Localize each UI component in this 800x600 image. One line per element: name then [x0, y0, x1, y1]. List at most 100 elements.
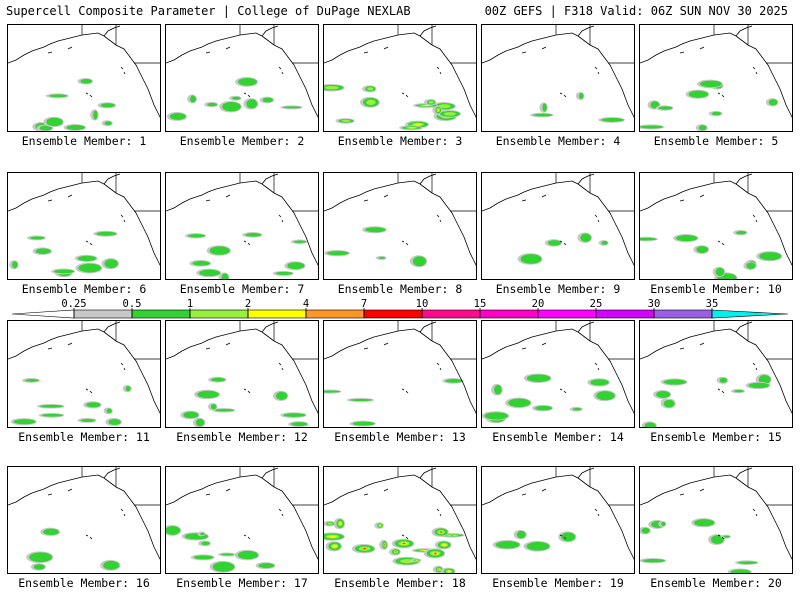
ensemble-member-label: Ensemble Member: 7 [179, 282, 305, 296]
scp-contour-7 [363, 548, 366, 550]
scp-contour-0.5 [733, 389, 744, 393]
scp-contour-0.5 [516, 530, 526, 539]
scp-contour-0.5 [349, 398, 373, 402]
ensemble-member-label: Ensemble Member: 5 [653, 134, 779, 148]
colorbar-segment [73, 309, 133, 319]
coastline [482, 173, 634, 266]
scp-contour-0.5 [711, 535, 724, 544]
coastline [8, 25, 160, 118]
ensemble-member-label: Ensemble Member: 8 [337, 282, 463, 296]
ensemble-member-map [481, 24, 635, 132]
scp-contour-1 [428, 100, 434, 104]
islands [205, 194, 284, 246]
colorbar-segment [653, 309, 713, 319]
coastline [324, 25, 476, 118]
ensemble-member-label: Ensemble Member: 16 [18, 576, 150, 590]
scp-contour-0.5 [658, 106, 673, 110]
scp-contour-0.5 [324, 390, 341, 393]
scp-contour-0.5 [86, 402, 101, 408]
scp-contour-0.5 [100, 103, 116, 108]
coastline [640, 321, 792, 414]
colorbar-tick-label: 15 [474, 298, 487, 310]
scp-contour-0.5 [287, 262, 305, 270]
ensemble-member-label: Ensemble Member: 15 [650, 430, 782, 444]
scp-contour-0.5 [547, 240, 562, 246]
scp-contour-1 [443, 112, 456, 116]
scp-contour-1 [438, 104, 451, 109]
ensemble-member-label: Ensemble Member: 1 [21, 134, 147, 148]
political-border [555, 321, 634, 360]
scp-contour-0.5 [39, 125, 53, 131]
scp-contour-0.5 [640, 125, 664, 129]
map-canvas [8, 173, 160, 278]
scp-contour-0.5 [580, 233, 592, 242]
scp-contour-0.5 [190, 95, 196, 103]
scp-contour-2 [441, 543, 447, 547]
map-canvas [640, 173, 792, 279]
ensemble-member-label: Ensemble Member: 9 [495, 282, 621, 296]
scp-contour-0.5 [495, 540, 520, 549]
scp-contour-0.5 [66, 125, 85, 130]
scp-contour-0.5 [533, 113, 553, 117]
ensemble-member-map [323, 320, 477, 428]
scp-contour-0.5 [494, 384, 502, 395]
scp-contour-0.5 [201, 541, 210, 546]
map-canvas [166, 321, 318, 427]
ensemble-member-label: Ensemble Member: 11 [18, 430, 150, 444]
coastline [324, 467, 476, 560]
scp-contour-0.5 [232, 96, 241, 100]
scp-contour-0.5 [46, 117, 63, 127]
ensemble-member-map [165, 466, 319, 574]
coastline [166, 467, 318, 560]
map-canvas [324, 25, 476, 131]
scp-contour-0.5 [246, 99, 258, 109]
islands [47, 342, 126, 394]
scp-contour-0.5 [327, 250, 349, 256]
political-border [713, 467, 792, 506]
scp-contour-0.5 [700, 80, 722, 88]
scp-contour-0.5 [29, 236, 45, 240]
coastline [324, 173, 476, 266]
scp-contour-2 [379, 524, 382, 527]
scp-contour-0.5 [258, 563, 275, 569]
scp-contour-0.5 [535, 405, 553, 411]
scp-contour-0.5 [41, 413, 64, 417]
islands [679, 342, 758, 394]
islands [521, 342, 600, 394]
ensemble-member-map [481, 466, 635, 574]
colorbar-segment [131, 309, 191, 319]
ensemble-member-label: Ensemble Member: 19 [492, 576, 624, 590]
coastline [166, 173, 318, 266]
scp-contour-0.5 [688, 90, 709, 98]
scp-contour-0.5 [293, 240, 307, 244]
ensemble-member-map [7, 24, 161, 132]
scp-contour-0.5 [283, 106, 302, 109]
scp-contour-2 [415, 559, 418, 561]
map-canvas [8, 25, 160, 131]
ensemble-member-map [639, 466, 793, 574]
ensemble-member-label: Ensemble Member: 20 [650, 576, 782, 590]
map-canvas [640, 321, 792, 427]
scp-contour-0.5 [222, 101, 241, 112]
map-canvas [482, 467, 634, 560]
scp-contour-0.5 [663, 399, 675, 408]
scp-contour-7 [403, 543, 405, 544]
scp-contour-1 [327, 522, 333, 525]
colorbar-segment [363, 309, 423, 319]
scp-contour-0.5 [748, 382, 770, 389]
scp-contour-0.5 [221, 273, 229, 279]
political-border [239, 467, 318, 506]
ensemble-member-map [165, 320, 319, 428]
colorbar-tick-label: 4 [303, 298, 309, 310]
political-border [397, 173, 476, 212]
political-border [81, 321, 160, 360]
islands [363, 488, 442, 540]
colorbar-tick-label: 0.5 [123, 298, 142, 310]
scp-contour-1 [367, 87, 374, 91]
scp-contour-0.5 [723, 535, 730, 538]
scp-contour-0.5 [125, 386, 131, 392]
scp-contour-0.5 [108, 418, 121, 426]
ensemble-member-map [639, 24, 793, 132]
scp-contour-1 [366, 99, 376, 105]
colorbar-tick-label: 1 [187, 298, 193, 310]
